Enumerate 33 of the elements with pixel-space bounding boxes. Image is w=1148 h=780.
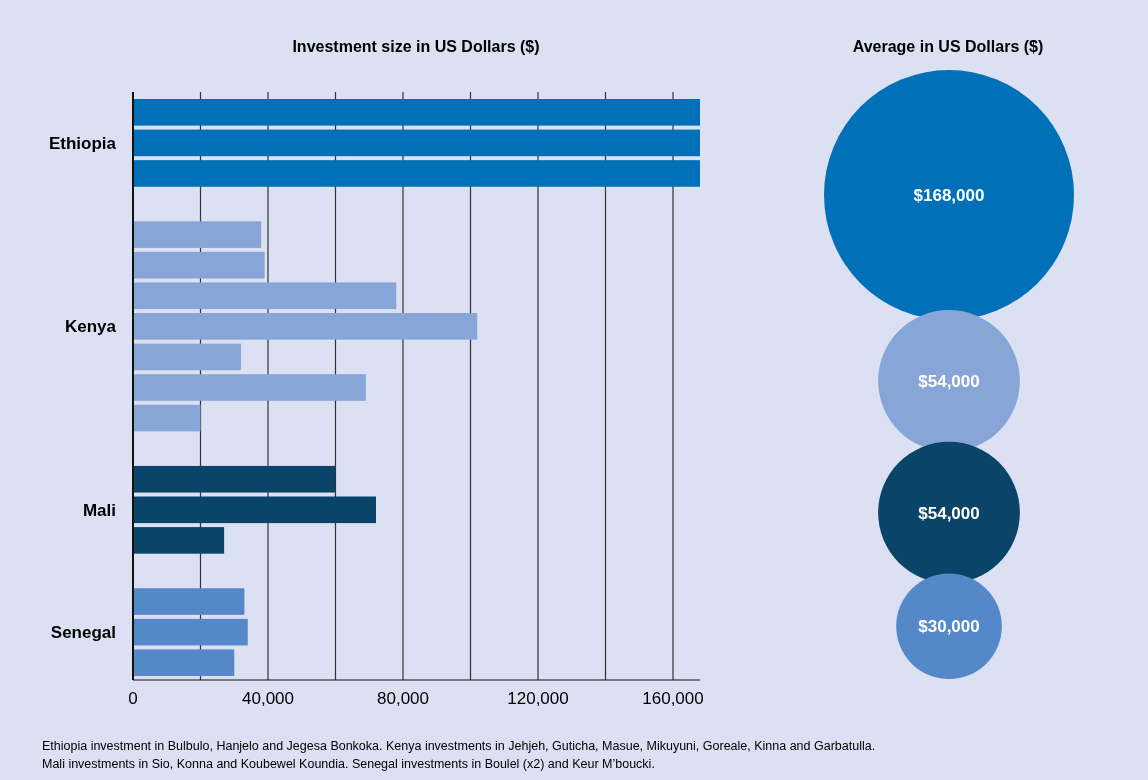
bar [133, 221, 262, 248]
data-label: $54,000 [918, 371, 980, 391]
bar [133, 527, 225, 554]
text: Mali investments in Sio, Konna and Koubewel Koundia. Senegal investments in Boulel (x2) and Keur M’boucki. [42, 757, 655, 771]
bar [133, 313, 478, 340]
text: Average in US Dollars ($) [852, 38, 1044, 55]
y-tick-label: Kenya [64, 317, 117, 337]
data-label: $54,000 [918, 503, 980, 523]
bar [133, 465, 336, 493]
x-tick-label: 40,000 [242, 689, 294, 708]
bar [133, 496, 376, 524]
bar [133, 99, 700, 126]
bar [133, 251, 265, 279]
chart-title: Investment size in US Dollars ($) [292, 38, 540, 55]
data-label: $168,000 [913, 185, 985, 205]
x-tick-label: 120,000 [507, 689, 569, 708]
bar [133, 129, 700, 157]
bar [133, 282, 397, 310]
y-tick-label: Mali [82, 500, 116, 520]
x-tick-label: 0 [128, 689, 138, 708]
bar [133, 618, 248, 646]
data-label: $30,000 [918, 617, 980, 637]
x-tick-label: 160,000 [642, 689, 704, 708]
bar [133, 649, 235, 676]
y-tick-label: Senegal [50, 623, 116, 643]
bar [133, 404, 201, 432]
text: Ethiopia investment in Bulbulo, Hanjelo and Jegesa Bonkoka. Kenya investments in Jehjeh, Guticha, Masue, Mikuyuni, Goreale, Kinna and Garbatulla. [42, 739, 876, 753]
y-tick-label: Ethiopia [48, 133, 117, 153]
bar [133, 160, 700, 187]
x-tick-label: 80,000 [377, 689, 429, 708]
bar [133, 374, 366, 401]
bar [133, 588, 245, 615]
bar [133, 343, 241, 371]
